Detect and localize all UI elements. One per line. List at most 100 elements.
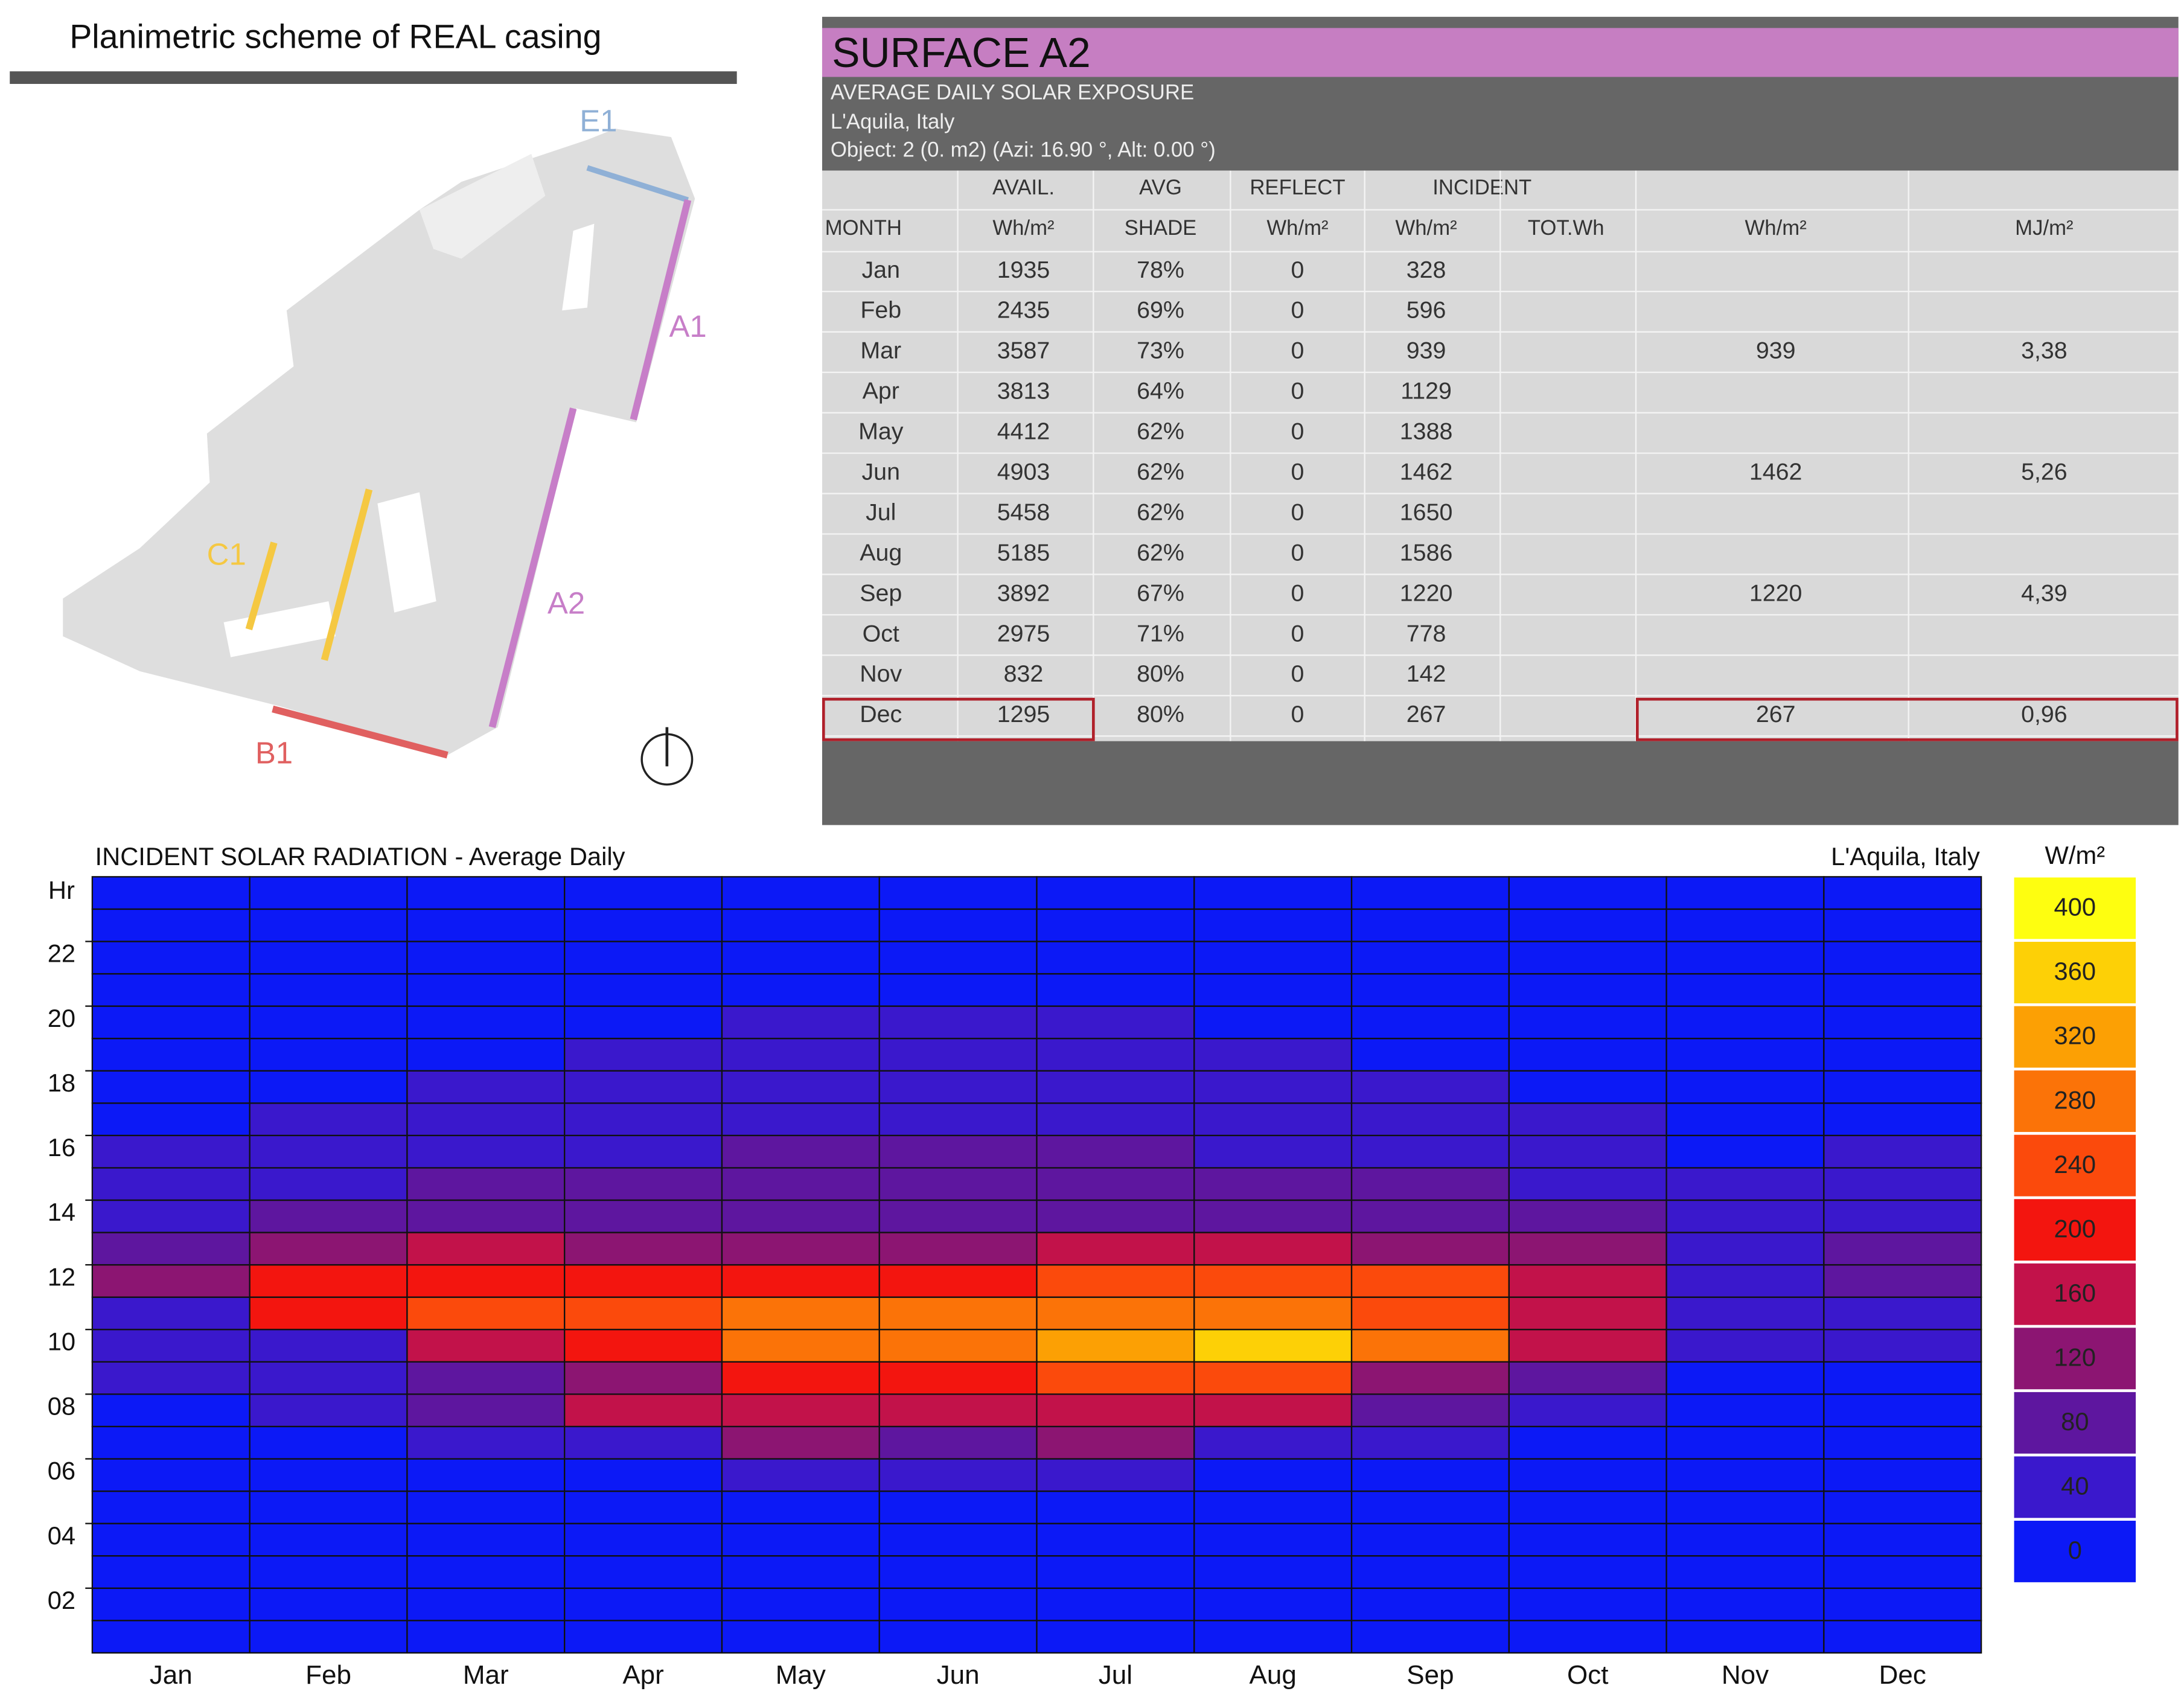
heatmap-cell xyxy=(1665,908,1825,942)
table-cell: 1388 xyxy=(1400,418,1453,445)
edge-label: B1 xyxy=(255,735,293,770)
heatmap-cell xyxy=(721,1458,880,1492)
table-cell: 78% xyxy=(1137,257,1184,283)
table-cell: 0 xyxy=(1291,620,1304,647)
heatmap-cell xyxy=(91,1587,251,1622)
edge-c1 xyxy=(245,542,278,630)
x-tick-label: Dec xyxy=(1879,1660,1926,1690)
heatmap-cell xyxy=(249,1264,408,1298)
heatmap-cell xyxy=(406,1037,566,1072)
table-cell: 1220 xyxy=(1400,580,1453,606)
table-header-cell: REFLECT xyxy=(1250,176,1345,199)
heatmap-cell xyxy=(91,1296,251,1331)
heatmap-cell xyxy=(721,1620,880,1654)
panel-subtitle: Object: 2 (0. m2) (Azi: 16.90 °, Alt: 0.… xyxy=(831,138,1216,161)
heatmap-cell xyxy=(1193,876,1353,910)
heatmap-cell xyxy=(1665,1070,1825,1104)
heatmap-cell xyxy=(878,1555,1038,1589)
x-tick-label: Apr xyxy=(622,1660,663,1690)
table-cell: 3587 xyxy=(997,337,1050,364)
heatmap-cell xyxy=(1665,1005,1825,1040)
edge-a2 xyxy=(488,407,577,728)
heatmap-cell xyxy=(249,1587,408,1622)
heatmap-cell xyxy=(1665,1393,1825,1428)
heatmap-cell xyxy=(1036,1393,1195,1428)
heatmap-cell xyxy=(564,1458,723,1492)
heatmap-cell xyxy=(1508,1523,1667,1557)
table-cell: 62% xyxy=(1137,418,1184,445)
heatmap-cell xyxy=(1508,1329,1667,1363)
heatmap-cell xyxy=(406,1005,566,1040)
heatmap-cell xyxy=(406,1587,566,1622)
heatmap-cell xyxy=(91,1264,251,1298)
table-cell: 3813 xyxy=(997,378,1050,404)
colorbar-box xyxy=(2013,1455,2138,1520)
heatmap-cell xyxy=(1036,1458,1195,1492)
heatmap-cell xyxy=(249,1329,408,1363)
heatmap-cell xyxy=(1508,1167,1667,1201)
y-tick-label: 10 xyxy=(48,1327,75,1355)
table-cell: 1462 xyxy=(1400,459,1453,485)
table-cell: 0 xyxy=(1291,701,1304,727)
heatmap-cell xyxy=(1350,1393,1510,1428)
heatmap-cell xyxy=(91,1393,251,1428)
heatmap-cell xyxy=(1036,908,1195,942)
y-tick-label: 04 xyxy=(48,1521,75,1550)
table-cell: 4412 xyxy=(997,418,1050,445)
heatmap-cell xyxy=(721,1102,880,1137)
heatmap-cell xyxy=(1508,876,1667,910)
heatmap-cell xyxy=(721,1523,880,1557)
table-cell: 0 xyxy=(1291,257,1304,283)
heatmap-cell xyxy=(91,1167,251,1201)
heatmap-cell xyxy=(878,876,1038,910)
heatmap-cell xyxy=(1036,1555,1195,1589)
heatmap-cell xyxy=(406,1620,566,1654)
table-cell: 939 xyxy=(1756,337,1796,364)
table-cell: 267 xyxy=(1407,701,1446,727)
x-tick-label: Sep xyxy=(1407,1660,1454,1690)
table-header-cell: AVAIL. xyxy=(992,176,1055,199)
y-tick-label: 06 xyxy=(48,1457,75,1485)
panel-title-bar xyxy=(822,28,2179,77)
heatmap-cell xyxy=(1823,1555,1982,1589)
heatmap-cell xyxy=(1193,1232,1353,1266)
heatmap-cell xyxy=(1036,1490,1195,1524)
heatmap-cell xyxy=(1193,1037,1353,1072)
edge-b1 xyxy=(272,705,449,759)
heatmap-cell xyxy=(564,1425,723,1460)
heatmap-cell xyxy=(91,973,251,1007)
heatmap-cell xyxy=(878,1134,1038,1169)
heatmap-cell xyxy=(406,1458,566,1492)
heatmap-cell xyxy=(1350,1102,1510,1137)
heatmap-cell xyxy=(406,1167,566,1201)
heatmap-cell xyxy=(1350,1329,1510,1363)
heatmap-cell xyxy=(1823,1425,1982,1460)
heatmap-cell xyxy=(406,1070,566,1104)
heatmap-cell xyxy=(1823,1167,1982,1201)
heatmap-cell xyxy=(1036,1232,1195,1266)
table-cell: 62% xyxy=(1137,539,1184,566)
heatmap-cell xyxy=(564,1393,723,1428)
heatmap-cell xyxy=(1823,1264,1982,1298)
table-cell: 0 xyxy=(1291,499,1304,525)
heatmap-cell xyxy=(249,1232,408,1266)
table-cell: 3892 xyxy=(997,580,1050,606)
heatmap-cell xyxy=(1036,1425,1195,1460)
colorbar-box xyxy=(2013,1519,2138,1584)
heatmap-cell xyxy=(1508,1199,1667,1233)
heatmap-cell xyxy=(1036,1264,1195,1298)
heatmap-cell xyxy=(91,1523,251,1557)
table-cell: 1462 xyxy=(1749,459,1802,485)
heatmap-cell xyxy=(564,1070,723,1104)
heatmap-cell xyxy=(249,1620,408,1654)
panel-subtitle: L'Aquila, Italy xyxy=(831,110,955,133)
heatmap-cell xyxy=(1823,1102,1982,1137)
table-cell: Apr xyxy=(863,378,899,404)
table-cell: Mar xyxy=(860,337,901,364)
heatmap-cell xyxy=(1508,941,1667,975)
table-cell: 832 xyxy=(1004,660,1044,687)
heatmap-cell xyxy=(878,973,1038,1007)
heatmap-cell xyxy=(91,1425,251,1460)
heatmap-cell xyxy=(721,1232,880,1266)
